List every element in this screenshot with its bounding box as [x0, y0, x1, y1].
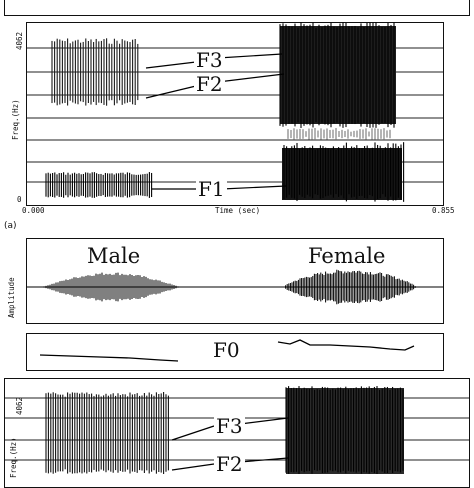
leader-f2-male — [145, 85, 197, 99]
female-f2-f3-region — [280, 26, 396, 124]
female-f1-striations — [283, 142, 405, 202]
leader-f3-female — [217, 53, 283, 59]
leader-f2-female — [217, 73, 285, 83]
panel-a-caption: (a) — [4, 221, 17, 231]
leader-f3-male-b — [171, 425, 215, 441]
female-f0-track — [277, 339, 415, 351]
leader-f2-female-b — [239, 457, 289, 463]
male-f0-track — [39, 354, 179, 362]
speaker-label-female: Female — [308, 244, 386, 268]
female-mid-striations — [287, 128, 391, 140]
female-waveform — [285, 269, 416, 305]
female-striations-b — [285, 386, 404, 474]
formant-label-f3-b: F3 — [214, 414, 245, 438]
time-axis-label: Time (sec) — [215, 206, 261, 215]
male-f2-f3-band — [51, 38, 139, 106]
male-waveform — [43, 272, 179, 302]
male-f1-band — [45, 172, 153, 198]
leader-f2-male-b — [171, 463, 215, 471]
formant-label-f2-b: F2 — [214, 452, 245, 476]
top-cropped-panel — [4, 0, 470, 16]
time-end-tick: 0.855 — [432, 206, 455, 215]
formant-label-f3-a: F3 — [194, 48, 225, 72]
male-spectrogram-b — [45, 392, 169, 474]
leader-f1-female — [221, 185, 287, 190]
f0-panel — [26, 333, 444, 371]
leader-f3-female-b — [239, 417, 289, 425]
formant-label-f1-a: F1 — [196, 177, 227, 201]
spectrogram-graphics — [5, 22, 469, 474]
f0-label: F0 — [213, 338, 240, 362]
freq-bottom-tick-a: 0 — [17, 195, 22, 204]
formant-label-f2-a: F2 — [194, 72, 225, 96]
time-start-tick: 0.000 — [22, 206, 45, 215]
female-f2-f3-striations — [279, 22, 395, 128]
leader-f3-male — [145, 61, 197, 69]
speaker-label-male: Male — [87, 244, 141, 268]
